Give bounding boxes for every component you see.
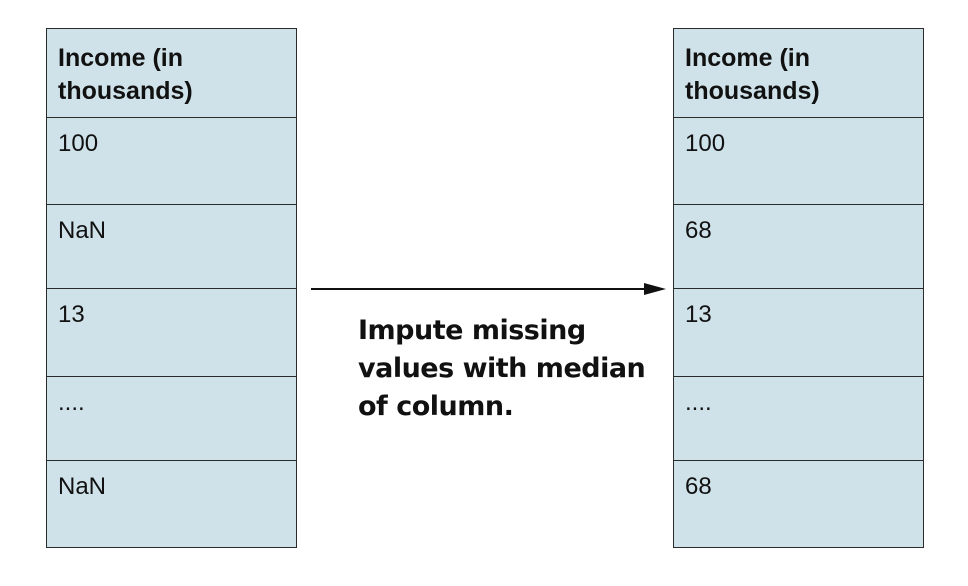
table-cell: .... xyxy=(674,377,923,461)
right-arrow-icon xyxy=(311,283,666,295)
table-cell: 68 xyxy=(674,205,923,289)
table-cell: .... xyxy=(47,377,296,461)
table-cell: 13 xyxy=(674,289,923,377)
table-cell: 68 xyxy=(685,473,712,500)
table-cell: NaN xyxy=(47,205,296,289)
income-table-before: Income (in thousands) 100 NaN 13 .... Na… xyxy=(46,28,297,548)
imputation-caption: Impute missing values with median of col… xyxy=(358,315,646,422)
table-header: Income (in thousands) xyxy=(674,29,923,118)
table-cell: 13 xyxy=(47,289,296,377)
table-header: Income (in thousands) xyxy=(47,29,296,118)
income-table-after: Income (in thousands) 100 68 13 .... 68 xyxy=(673,28,924,548)
table-cell: NaN xyxy=(58,473,107,500)
table-cell: 100 xyxy=(674,118,923,205)
table-cell: 100 xyxy=(47,118,296,205)
